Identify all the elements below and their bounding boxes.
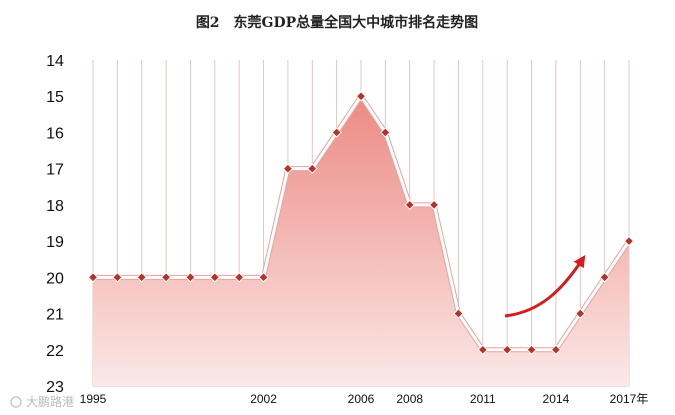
- x-axis-ticks: 1995 2002 2006 2008 2011 2014 2017年: [80, 392, 649, 406]
- data-point: [477, 344, 489, 355]
- y-tick-label: 15: [46, 89, 64, 106]
- x-tick-label: 2008: [396, 392, 423, 406]
- data-point: [307, 163, 318, 174]
- data-point: [136, 272, 147, 283]
- data-point: [453, 308, 464, 319]
- x-tick-label: 2002: [250, 392, 277, 406]
- x-tick-label: 2011: [470, 392, 496, 406]
- y-tick-label: 14: [46, 53, 64, 70]
- data-markers: [87, 91, 635, 355]
- data-point: [575, 308, 586, 319]
- y-tick-label: 21: [46, 307, 64, 324]
- y-tick-label: 20: [46, 270, 64, 287]
- data-point: [623, 235, 635, 247]
- data-point: [428, 199, 440, 211]
- data-point: [160, 272, 172, 283]
- x-tick-label: 2014: [543, 392, 570, 406]
- x-tick-label: 2017年: [610, 392, 649, 406]
- y-tick-label: 19: [46, 234, 64, 251]
- data-point: [112, 272, 123, 283]
- data-point: [331, 127, 342, 138]
- y-tick-label: 22: [46, 343, 64, 360]
- watermark: 大鹏路港: [10, 394, 74, 409]
- data-point: [501, 344, 513, 355]
- trend-arrow: [504, 255, 586, 318]
- data-point: [233, 272, 245, 283]
- y-axis-ticks: 14 15 16 17 18 19 20 21 22 23: [46, 53, 64, 396]
- y-tick-label: 16: [46, 125, 64, 142]
- x-tick-label: 1995: [80, 392, 107, 406]
- watermark-logo-icon: [10, 396, 22, 408]
- chart-title: 图2 东莞GDP总量全国大中城市排名走势图: [196, 14, 478, 31]
- y-tick-label: 18: [46, 198, 64, 215]
- data-point: [87, 272, 99, 283]
- data-point: [380, 127, 391, 138]
- watermark-text: 大鹏路港: [26, 394, 74, 409]
- x-tick-label: 2006: [348, 392, 375, 406]
- data-point: [258, 272, 269, 283]
- area-shape: [93, 96, 629, 386]
- data-point: [404, 199, 415, 211]
- data-point: [209, 272, 221, 283]
- data-point: [355, 91, 367, 102]
- y-tick-label: 17: [46, 162, 64, 179]
- y-tick-label: 23: [46, 379, 64, 396]
- data-point: [185, 272, 196, 283]
- area-fill: [93, 96, 629, 386]
- data-point: [282, 163, 294, 174]
- data-point: [599, 272, 610, 283]
- data-point: [526, 344, 537, 355]
- data-point: [550, 344, 562, 355]
